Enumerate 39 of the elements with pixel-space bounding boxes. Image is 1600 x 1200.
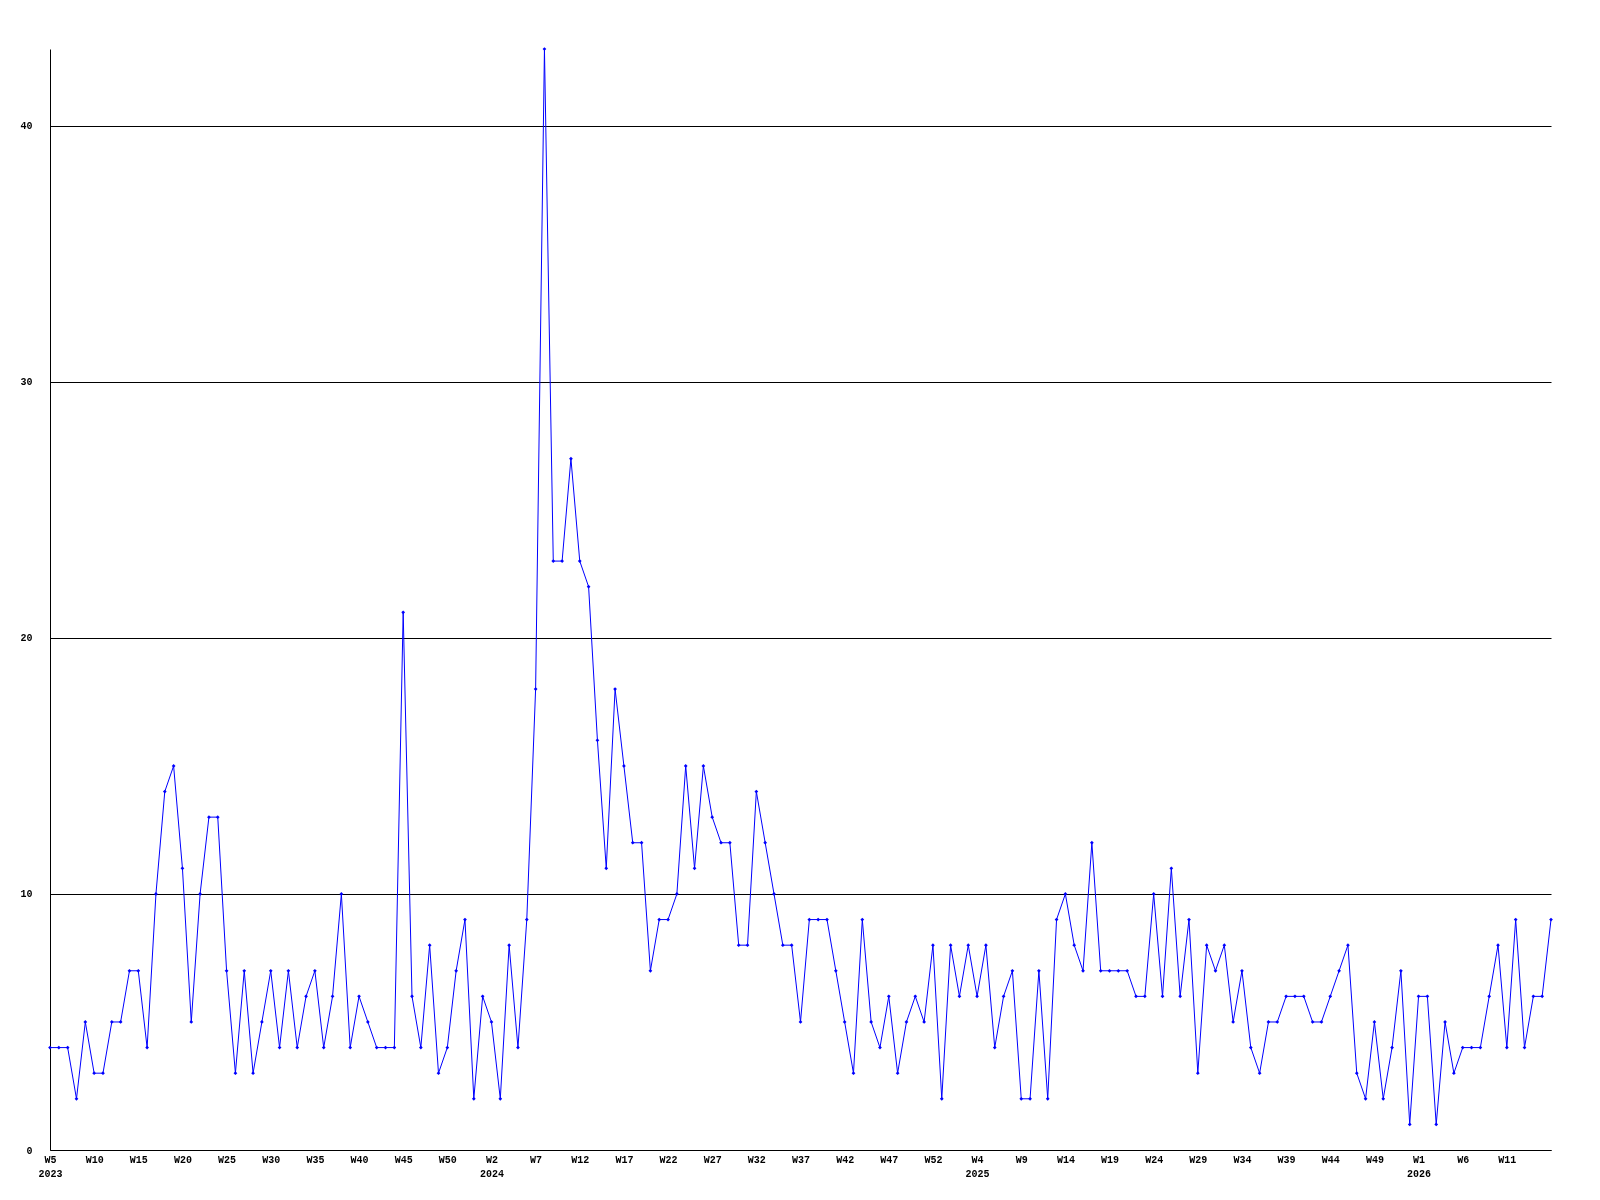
x-tick-label: W35 — [306, 1154, 325, 1166]
x-tick-label: W40 — [350, 1154, 369, 1166]
x-tick-label: W9 — [1015, 1154, 1028, 1166]
x-tick-label: W42 — [836, 1154, 855, 1166]
x-tick-label: W25 — [218, 1154, 237, 1166]
x-tick-label: W27 — [703, 1154, 722, 1166]
x-tick-label: W14 — [1056, 1154, 1075, 1166]
x-tick-label: W30 — [262, 1154, 281, 1166]
y-tick-label: 20 — [20, 633, 33, 645]
x-tick-label: W17 — [615, 1154, 634, 1166]
x-tick-label: W44 — [1321, 1154, 1340, 1166]
x-tick-label: W37 — [791, 1154, 811, 1166]
x-tick-label: W12 — [571, 1154, 590, 1166]
x-tick-label: W47 — [880, 1154, 899, 1166]
x-tick-label: W49 — [1365, 1154, 1384, 1166]
x-tick-label: W29 — [1189, 1154, 1208, 1166]
x-tick-label: W4 2025 — [965, 1154, 990, 1180]
y-tick-label: 40 — [20, 121, 33, 133]
y-tick-label: 0 — [26, 1145, 33, 1157]
x-tick-label: W24 — [1145, 1154, 1164, 1166]
x-tick-label: W52 — [924, 1154, 943, 1166]
x-tick-label: W32 — [747, 1154, 766, 1166]
x-tick-label: W1 2026 — [1407, 1154, 1432, 1180]
x-tick-label: W10 — [85, 1154, 104, 1166]
x-tick-label: W5 2023 — [38, 1154, 63, 1180]
x-tick-label: W39 — [1277, 1154, 1296, 1166]
y-tick-label: 30 — [20, 377, 33, 389]
x-tick-label: W11 — [1498, 1154, 1517, 1166]
x-tick-label: W45 — [394, 1154, 413, 1166]
y-tick-label: 10 — [20, 889, 33, 901]
x-tick-label: W20 — [173, 1154, 192, 1166]
x-tick-label: W19 — [1101, 1154, 1120, 1166]
x-tick-label: W22 — [659, 1154, 678, 1166]
x-tick-label: W34 — [1233, 1154, 1252, 1166]
x-tick-label: W2 2024 — [479, 1154, 504, 1180]
x-tick-label: W7 — [530, 1154, 543, 1166]
x-tick-label: W6 — [1457, 1154, 1470, 1166]
x-tick-label: W15 — [129, 1154, 148, 1166]
x-tick-label: W50 — [438, 1154, 457, 1166]
